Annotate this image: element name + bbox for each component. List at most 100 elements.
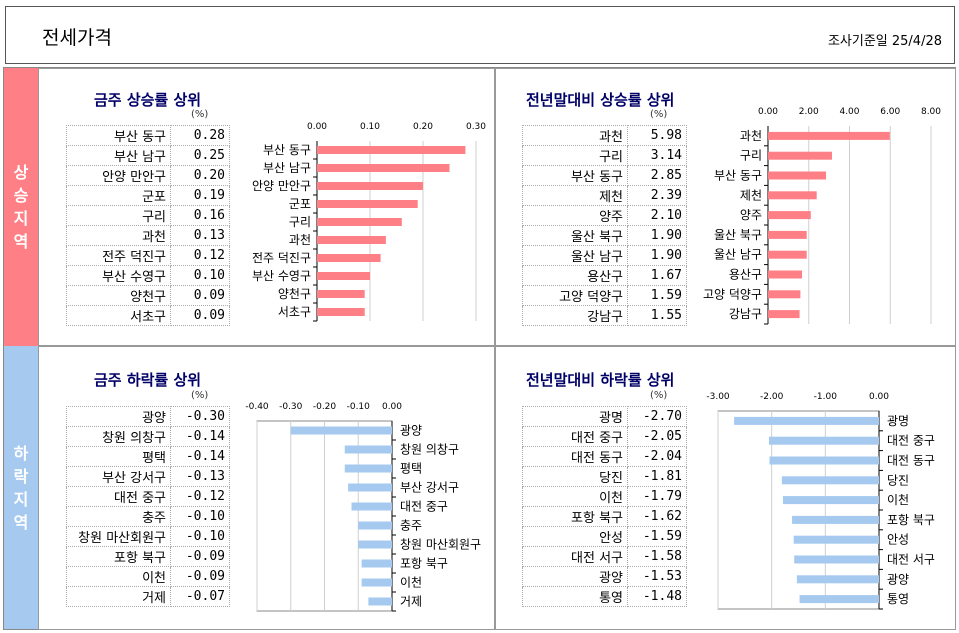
- side-char: 하: [13, 443, 29, 463]
- tick-label: -3.00: [706, 392, 730, 402]
- bar: [317, 290, 365, 298]
- table-row: 충주 -0.10: [66, 506, 230, 527]
- change-value: 2.10: [627, 205, 687, 226]
- table-row: 울산 북구 1.90: [522, 225, 687, 246]
- side-char: 락: [13, 466, 29, 486]
- bar: [792, 515, 879, 524]
- category-label: 강남구: [729, 307, 762, 321]
- category-label: 울산 남구: [714, 248, 762, 262]
- change-value: 0.10: [170, 265, 230, 286]
- category-label: 부산 남구: [263, 161, 311, 175]
- panel-title: 전년말대비 상승률 상위: [526, 91, 675, 109]
- table-row: 이천 -1.79: [522, 486, 687, 507]
- tick-label: 0.00: [869, 392, 889, 402]
- category-label: 부산 동구: [263, 143, 311, 157]
- tick-label: -0.10: [347, 402, 371, 412]
- panel-weekly-rise: 금주 상승률 상위 (%) 부산 동구 0.28 부산 남구 0.25 안양 만안구 0.20…: [38, 68, 495, 346]
- category-label: 용산구: [729, 268, 762, 282]
- category-label: 당진: [887, 473, 909, 487]
- bar: [768, 310, 800, 319]
- bar: [782, 496, 879, 505]
- unit-label: (%): [191, 109, 209, 120]
- change-value: 0.09: [170, 305, 230, 326]
- ranking-table: 광명 -2.70 대전 중구 -2.05 대전 동구 -2.04 당진 -1.81 이천 -1.7…: [522, 406, 687, 607]
- category-label: 충주: [400, 519, 422, 533]
- table-row: 포항 북구 -1.62: [522, 506, 687, 527]
- bar: [348, 483, 392, 492]
- side-char: 역: [13, 232, 29, 251]
- bar: [768, 151, 832, 160]
- category-label: 광양: [400, 424, 422, 438]
- category-label: 대전 서구: [887, 553, 935, 567]
- category-label: 제천: [740, 187, 762, 202]
- table-row: 대전 중구 -2.05: [522, 426, 687, 447]
- change-value: 1.90: [627, 225, 687, 246]
- table-row: 과천 5.98: [522, 125, 687, 146]
- change-value: 0.12: [170, 245, 230, 266]
- change-value: -0.14: [170, 426, 230, 447]
- change-value: -0.09: [170, 566, 230, 587]
- side-label-rise: 상 승 지 역: [4, 68, 38, 346]
- region-name: 포항 북구: [66, 546, 171, 567]
- unit-label: (%): [191, 390, 209, 401]
- bar: [361, 578, 392, 587]
- bar: [317, 200, 418, 208]
- survey-date: 조사기준일 25/4/28: [827, 34, 942, 49]
- category-label: 안양 만안구: [252, 179, 311, 193]
- panel-weekly-fall: 금주 하락률 상위 (%) 광양 -0.30 창원 의창구 -0.14 평택 -0.14 부산 …: [38, 346, 495, 630]
- category-label: 고양 덕양구: [703, 287, 762, 301]
- change-value: 2.85: [627, 165, 687, 186]
- change-value: 1.59: [627, 285, 687, 306]
- region-name: 포항 북구: [522, 506, 628, 527]
- category-label: 이천: [400, 575, 422, 590]
- region-name: 광양: [66, 406, 171, 427]
- bar: [317, 182, 423, 190]
- tick-label: 2.00: [799, 107, 819, 117]
- category-label: 군포: [289, 197, 311, 211]
- bar: [317, 254, 381, 262]
- panel-title: 금주 하락률 상위: [94, 371, 202, 389]
- region-name: 울산 북구: [522, 225, 628, 246]
- region-name: 거제: [66, 586, 171, 607]
- side-char: 지: [13, 489, 29, 509]
- table-row: 대전 중구 -0.12: [66, 486, 230, 507]
- bar: [794, 555, 879, 564]
- region-name: 안성: [522, 526, 628, 547]
- bar: [317, 146, 466, 154]
- region-name: 제천: [522, 185, 628, 206]
- bar: [358, 540, 392, 549]
- change-value: -1.53: [627, 566, 687, 587]
- region-name: 평택: [66, 446, 171, 467]
- bar: [768, 191, 817, 200]
- region-name: 강남구: [522, 305, 628, 326]
- table-row: 창원 의창구 -0.14: [66, 426, 230, 447]
- change-value: 0.28: [170, 125, 230, 146]
- side-char: 승: [13, 186, 29, 205]
- table-row: 당진 -1.81: [522, 466, 687, 487]
- side-char: 역: [13, 512, 29, 532]
- change-value: -0.12: [170, 486, 230, 507]
- category-label: 포항 북구: [400, 557, 448, 571]
- tick-label: 4.00: [839, 107, 859, 117]
- bar: [344, 464, 392, 473]
- change-value: 0.16: [170, 205, 230, 226]
- table-row: 광명 -2.70: [522, 406, 687, 427]
- region-name: 고양 덕양구: [522, 285, 628, 306]
- tick-label: -0.30: [279, 402, 303, 412]
- side-label-fall: 하 락 지 역: [4, 346, 38, 629]
- change-value: 5.98: [627, 125, 687, 146]
- change-value: -2.04: [627, 446, 687, 467]
- tick-label: 0.30: [466, 122, 486, 132]
- bar: [768, 250, 807, 259]
- table-row: 광양 -1.53: [522, 566, 687, 587]
- table-row: 안성 -1.59: [522, 526, 687, 547]
- change-value: 1.55: [627, 305, 687, 326]
- region-name: 부산 동구: [66, 125, 171, 146]
- tick-label: -2.00: [760, 392, 784, 402]
- region-name: 광양: [522, 566, 628, 587]
- region-name: 구리: [66, 205, 171, 226]
- table-row: 양천구 0.09: [66, 285, 230, 306]
- side-char: 상: [13, 163, 29, 182]
